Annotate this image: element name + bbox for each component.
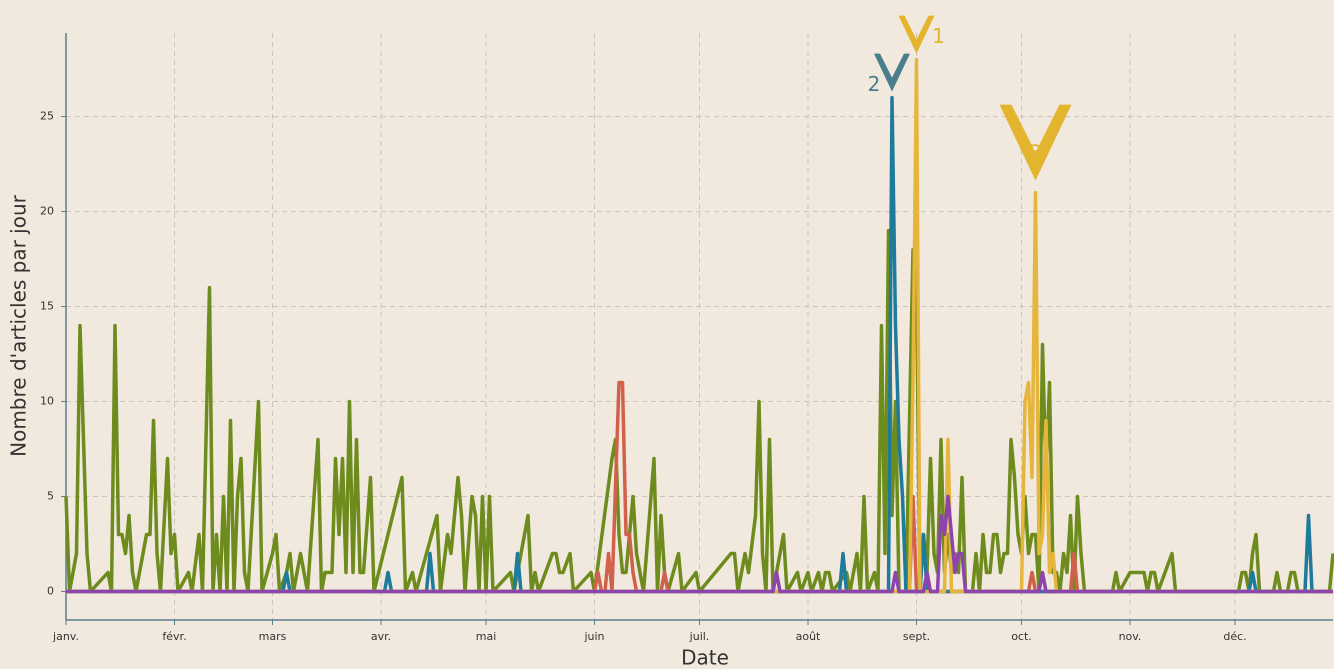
y-tick-label: 20 — [40, 205, 54, 218]
x-tick-label: juin — [583, 630, 604, 643]
x-tick-label: sept. — [903, 630, 930, 643]
x-tick-label: févr. — [162, 630, 186, 643]
x-axis-label: Date — [681, 646, 729, 669]
annotation-label: 1 — [932, 24, 945, 48]
x-tick-label: janv. — [52, 630, 79, 643]
y-tick-label: 25 — [40, 110, 54, 123]
x-tick-label: mars — [259, 630, 287, 643]
x-tick-label: nov. — [1119, 630, 1142, 643]
series-line — [66, 57, 1333, 594]
annotation-label: 2 — [868, 72, 881, 96]
x-tick-label: août — [796, 630, 821, 643]
y-tick-label: 5 — [47, 490, 54, 503]
x-tick-label: avr. — [371, 630, 391, 643]
series-line — [66, 494, 1333, 594]
x-tick-label: juil. — [689, 630, 710, 643]
annotation-label: 3 — [1029, 141, 1042, 165]
y-tick-label: 15 — [40, 300, 54, 313]
y-tick-label: 0 — [47, 585, 54, 598]
annotation-marker — [999, 104, 1072, 181]
annotation-marker — [874, 53, 910, 92]
y-tick-label: 10 — [40, 395, 54, 408]
x-tick-label: oct. — [1011, 630, 1032, 643]
x-tick-label: mai — [476, 630, 497, 643]
x-tick-label: déc. — [1223, 630, 1246, 643]
y-axis-label: Nombre d'articles par jour — [7, 194, 31, 457]
annotation-marker — [898, 15, 935, 54]
